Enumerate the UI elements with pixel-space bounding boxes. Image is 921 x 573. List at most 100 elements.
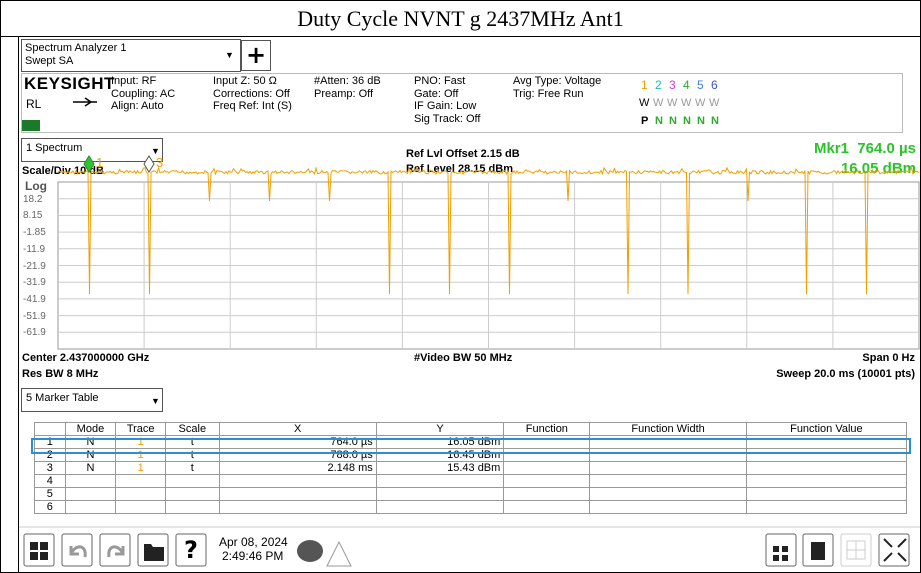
trace-detector: N	[697, 115, 705, 127]
table-cell: 15.43 dBm	[375, 461, 505, 475]
table-cell	[218, 500, 377, 514]
trace-type: W	[667, 97, 678, 109]
setting: Align: Auto	[111, 100, 164, 112]
app-mode: Swept SA	[25, 55, 74, 67]
y-tick-label: 8.15	[23, 210, 43, 222]
add-button[interactable]: +	[241, 40, 271, 71]
time: 2:49:46 PM	[222, 549, 284, 563]
setting: Avg Type: Voltage	[513, 75, 602, 87]
marker-diamond	[83, 155, 95, 173]
ref-offset: Ref Lvl Offset 2.15 dB	[406, 148, 520, 160]
trace-number: 2	[655, 78, 662, 92]
setting: #Atten: 36 dB	[314, 75, 381, 87]
span: Span 0 Hz	[862, 352, 915, 364]
marker-table: Mode Trace Scale X Y Function Function Width Fu…	[34, 422, 908, 514]
setting: Freq Ref: Int (S)	[213, 100, 292, 112]
title-rule	[1, 36, 920, 37]
rl-arrow	[73, 97, 97, 107]
lxi-badge	[22, 120, 40, 131]
table-window-name: 5 Marker Table	[26, 392, 99, 404]
trace-number: 3	[669, 78, 676, 92]
y-tick-label: -1.85	[23, 227, 46, 239]
table-row[interactable]: 2 N 1 t 788.0 µs 16.45 dBm	[34, 448, 908, 462]
setting: Input: RF	[111, 75, 157, 87]
selected-row	[31, 438, 911, 454]
trace-detector: N	[711, 115, 719, 127]
rl-label: RL	[26, 97, 42, 111]
trace-number: 1	[641, 78, 648, 92]
collapse-icon	[883, 538, 907, 562]
res-bw: Res BW 8 MHz	[22, 368, 99, 380]
marker-readout: Mkr1 764.0 µs	[813, 140, 916, 157]
dropdown-arrow: ▼	[151, 396, 160, 406]
alert-icon	[326, 540, 352, 567]
frame-left	[18, 36, 19, 572]
setting: IF Gain: Low	[414, 100, 477, 112]
undo-icon	[69, 545, 87, 558]
setting: Corrections: Off	[213, 87, 290, 100]
marker-diamond	[143, 155, 155, 173]
app-selector[interactable]	[21, 39, 241, 72]
taskbar-button	[765, 533, 797, 567]
log-label: Log	[25, 179, 47, 193]
trace-type: W	[639, 97, 650, 109]
table-row[interactable]: 5	[34, 487, 908, 501]
y-tick-label: -31.9	[23, 277, 46, 289]
page-title: Duty Cycle NVNT g 2437MHz Ant1	[297, 6, 624, 31]
taskbar-button	[61, 533, 93, 567]
header-cell: Function Width	[589, 422, 747, 436]
trace-type: W	[709, 97, 720, 109]
center-freq: Center 2.437000000 GHz	[22, 352, 150, 364]
table-row[interactable]: 6	[34, 500, 908, 514]
dropdown-arrow: ▼	[225, 50, 234, 60]
trace-detector: N	[669, 115, 677, 127]
y-tick-label: -11.9	[23, 243, 46, 255]
setting: Gate: Off	[414, 87, 459, 100]
window-selector[interactable]	[21, 138, 163, 162]
grid-icon	[846, 540, 866, 560]
date: Apr 08, 2024	[219, 535, 288, 549]
window-name: 1 Spectrum	[26, 142, 83, 154]
trace-detector: N	[655, 115, 663, 127]
taskbar-button	[878, 533, 910, 567]
chat-icon	[297, 540, 323, 562]
setting: Sig Track: Off	[414, 112, 481, 125]
trace	[57, 166, 920, 295]
y-tick-label: -61.9	[23, 327, 46, 339]
table-cell	[589, 500, 747, 514]
trace-type: W	[695, 97, 706, 109]
setting: Trig: Free Run	[513, 87, 584, 100]
marker-label: 1	[96, 155, 104, 170]
marker-label: 3	[156, 155, 164, 170]
header-cell: Mode	[64, 422, 117, 436]
trace-number: 6	[711, 78, 718, 92]
video-bw: #Video BW 50 MHz	[414, 352, 513, 364]
trace-number: 5	[697, 78, 704, 92]
setting: PNO: Fast	[414, 75, 466, 87]
sweep: Sweep 20.0 ms (10001 pts)	[776, 368, 915, 380]
y-tick-label: -21.9	[23, 260, 46, 272]
trace-type: W	[681, 97, 692, 109]
dropdown-arrow: ▼	[151, 146, 160, 156]
y-tick-label: -51.9	[23, 310, 46, 322]
table-selector[interactable]	[21, 388, 163, 412]
y-tick-label: 18.2	[23, 193, 43, 205]
setting: Input Z: 50 Ω	[213, 75, 277, 87]
touch-icon	[811, 542, 825, 560]
brand-logo: KEYSIGHT	[24, 74, 115, 93]
setting: Preamp: Off	[314, 87, 374, 100]
folder-icon	[144, 544, 164, 561]
app-name: Spectrum Analyzer 1	[25, 42, 127, 54]
trace-detector: P	[641, 115, 649, 127]
setting: Coupling: AC	[111, 87, 176, 100]
y-tick-label: -41.9	[23, 293, 46, 305]
layout-icon	[773, 546, 788, 561]
taskbar-button	[99, 533, 131, 567]
settings-panel	[21, 73, 903, 133]
table-cell	[165, 500, 220, 514]
help-icon: ?	[184, 536, 198, 564]
trace-detector: N	[683, 115, 691, 127]
trace-type: W	[653, 97, 664, 109]
table-cell	[745, 500, 908, 514]
header-row: Mode Trace Scale X Y Function Function Width Fu…	[34, 422, 908, 436]
